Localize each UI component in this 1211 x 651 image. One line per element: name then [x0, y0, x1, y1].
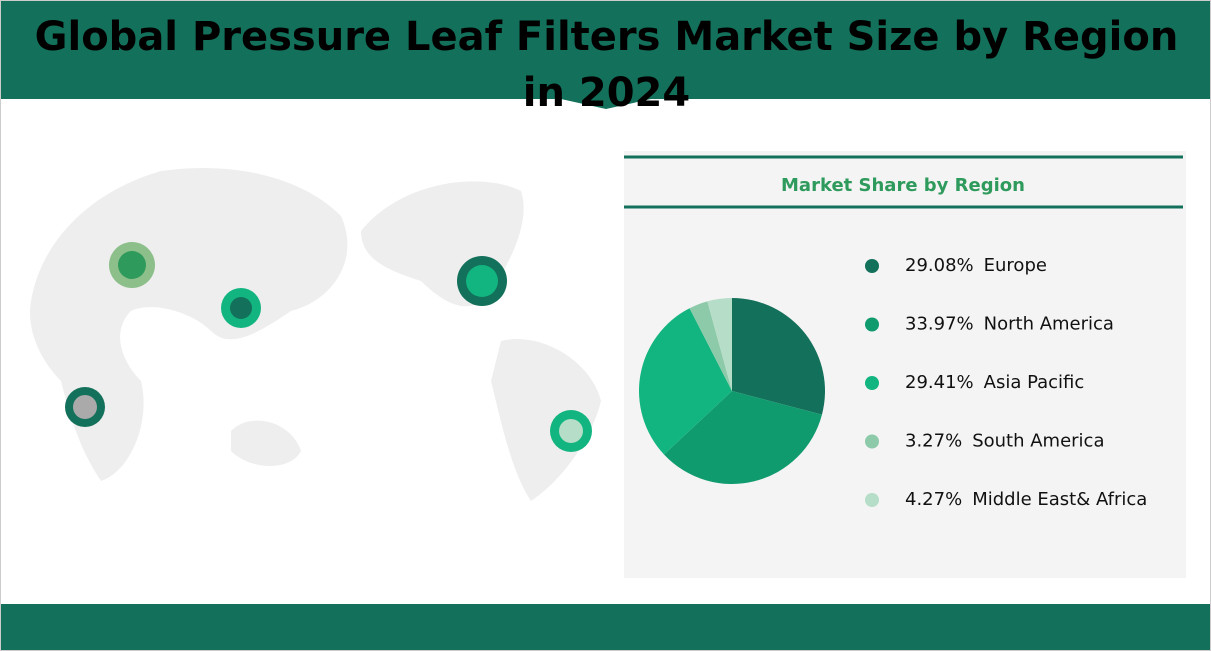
pie-slice: [639, 308, 732, 455]
legend-value: 3.27%: [905, 431, 962, 452]
legend-entry: 33.97% North America: [905, 314, 1114, 335]
pie-slice: [707, 298, 732, 391]
pie-slice: [664, 391, 822, 485]
legend-swatch: [865, 493, 879, 507]
marker: [559, 419, 583, 443]
legend-value: 4.27%: [905, 489, 962, 510]
pie-slice: [732, 298, 825, 415]
legend-value: 33.97%: [905, 314, 974, 335]
subtitle: Market Share by Region: [781, 175, 1025, 196]
marker: [230, 297, 252, 319]
legend-label: Europe: [984, 255, 1047, 276]
header-notch: [561, 99, 651, 109]
legend-swatch: [865, 434, 879, 449]
legend-label: South America: [972, 431, 1104, 452]
legend-entry: 3.27% South America: [905, 431, 1104, 452]
legend-value: 29.41%: [905, 372, 974, 393]
legend-label: North America: [984, 314, 1114, 335]
world-map: [30, 168, 601, 501]
legend-label: Asia Pacific: [984, 372, 1085, 393]
pie-slice: [689, 301, 732, 391]
legend-value: 29.08%: [905, 255, 974, 276]
map-markers: [65, 242, 592, 452]
legend-entry: 4.27% Middle East& Africa: [905, 489, 1147, 510]
footer-band: [1, 604, 1210, 650]
legend-label: Middle East& Africa: [972, 489, 1147, 510]
chart-title: Global Pressure Leaf Filters Market Size…: [34, 14, 1179, 116]
marker: [466, 265, 498, 297]
header-band: [1, 1, 1210, 99]
legend-swatch: [865, 259, 879, 273]
marker: [73, 395, 97, 419]
legend-swatch: [865, 317, 879, 332]
legend-entry: 29.41% Asia Pacific: [905, 372, 1084, 393]
marker: [118, 251, 146, 279]
legend-entry: 29.08% Europe: [905, 255, 1047, 276]
legend-swatch: [865, 376, 879, 390]
